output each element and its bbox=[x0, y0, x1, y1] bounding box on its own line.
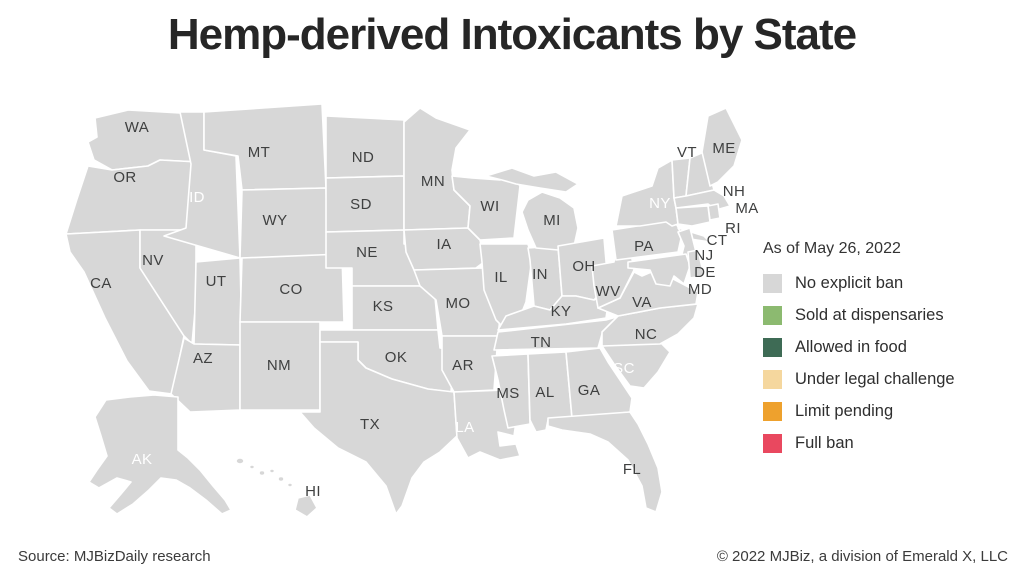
page-title: Hemp-derived Intoxicants by State bbox=[167, 10, 857, 59]
state-de bbox=[687, 249, 705, 279]
state-label-az: AZ bbox=[193, 350, 213, 367]
state-label-ut: UT bbox=[206, 273, 227, 290]
state-label-nv: NV bbox=[142, 252, 164, 269]
state-label-ok: OK bbox=[385, 349, 407, 366]
state-label-vt: VT bbox=[677, 144, 697, 161]
state-ct bbox=[675, 205, 711, 227]
state-hi bbox=[235, 457, 318, 518]
state-label-tx: TX bbox=[360, 416, 380, 433]
state-label-wv: WV bbox=[596, 283, 621, 300]
legend-swatch-full-ban bbox=[763, 433, 782, 453]
state-mi bbox=[485, 167, 579, 251]
state-label-in: IN bbox=[532, 266, 548, 283]
state-label-sc: SC bbox=[613, 360, 635, 377]
state-label-nj: NJ bbox=[694, 247, 713, 264]
map-states bbox=[65, 103, 743, 518]
state-label-ne: NE bbox=[356, 244, 378, 261]
state-label-ks: KS bbox=[373, 298, 394, 315]
state-nd bbox=[325, 115, 405, 179]
legend: As of May 26, 2022 No explicit ban Sold … bbox=[763, 240, 1019, 459]
state-label-nc: NC bbox=[635, 326, 657, 343]
state-label-sd: SD bbox=[350, 196, 372, 213]
state-label-nm: NM bbox=[267, 357, 291, 374]
state-me bbox=[701, 107, 743, 187]
state-label-de: DE bbox=[694, 264, 716, 281]
state-label-ny: NY bbox=[649, 195, 671, 212]
legend-item-no-explicit-ban: No explicit ban bbox=[763, 267, 1019, 299]
state-label-tn: TN bbox=[531, 334, 552, 351]
state-label-ak: AK bbox=[132, 451, 153, 468]
state-label-pa: PA bbox=[634, 238, 654, 255]
source-credit: Source: MJBizDaily research bbox=[18, 548, 211, 565]
state-label-md: MD bbox=[688, 281, 712, 298]
state-label-ia: IA bbox=[437, 236, 452, 253]
state-label-ct: CT bbox=[707, 232, 728, 249]
state-label-ca: CA bbox=[90, 275, 112, 292]
state-label-mo: MO bbox=[446, 295, 471, 312]
state-label-fl: FL bbox=[623, 461, 641, 478]
state-label-ga: GA bbox=[578, 382, 600, 399]
state-label-or: OR bbox=[113, 169, 136, 186]
state-label-oh: OH bbox=[572, 258, 595, 275]
state-label-ms: MS bbox=[496, 385, 519, 402]
state-ut bbox=[193, 257, 243, 346]
state-mn bbox=[403, 107, 471, 231]
state-label-al: AL bbox=[535, 384, 554, 401]
state-label-co: CO bbox=[279, 281, 302, 298]
state-label-mt: MT bbox=[248, 144, 270, 161]
legend-label: Allowed in food bbox=[795, 337, 907, 356]
legend-item-limit-pending: Limit pending bbox=[763, 395, 1019, 427]
state-label-mi: MI bbox=[543, 212, 560, 229]
state-ks bbox=[351, 285, 439, 331]
state-ak bbox=[88, 394, 232, 515]
state-label-me: ME bbox=[712, 140, 735, 157]
state-label-hi: HI bbox=[305, 483, 321, 500]
legend-label: Sold at dispensaries bbox=[795, 305, 944, 324]
legend-item-under-legal-challenge: Under legal challenge bbox=[763, 363, 1019, 395]
state-ky bbox=[497, 291, 611, 331]
state-co bbox=[239, 253, 345, 323]
state-tx bbox=[299, 341, 458, 515]
state-label-nh: NH bbox=[723, 183, 745, 200]
state-label-mn: MN bbox=[421, 173, 445, 190]
legend-label: Limit pending bbox=[795, 401, 894, 420]
state-label-ma: MA bbox=[735, 200, 758, 217]
legend-item-full-ban: Full ban bbox=[763, 427, 1019, 459]
legend-as-of: As of May 26, 2022 bbox=[763, 240, 901, 257]
legend-label: Under legal challenge bbox=[795, 369, 955, 388]
state-label-wa: WA bbox=[125, 119, 149, 136]
state-label-la: LA bbox=[455, 419, 474, 436]
state-label-ar: AR bbox=[452, 357, 474, 374]
legend-swatch-under-legal-challenge bbox=[763, 369, 782, 389]
state-label-ri: RI bbox=[725, 220, 741, 237]
state-label-va: VA bbox=[632, 294, 652, 311]
state-label-id: ID bbox=[189, 189, 205, 206]
legend-swatch-allowed-in-food bbox=[763, 337, 782, 357]
state-wv bbox=[591, 247, 635, 309]
state-label-wi: WI bbox=[480, 198, 499, 215]
legend-swatch-sold-at-dispensaries bbox=[763, 305, 782, 325]
state-label-nd: ND bbox=[352, 149, 374, 166]
legend-item-sold-at-dispensaries: Sold at dispensaries bbox=[763, 299, 1019, 331]
legend-item-allowed-in-food: Allowed in food bbox=[763, 331, 1019, 363]
state-fl bbox=[547, 411, 663, 513]
state-label-il: IL bbox=[494, 269, 507, 286]
legend-swatch-limit-pending bbox=[763, 401, 782, 421]
legend-label: Full ban bbox=[795, 433, 854, 452]
legend-swatch-no-explicit-ban bbox=[763, 273, 782, 293]
legend-label: No explicit ban bbox=[795, 273, 904, 292]
copyright: © 2022 MJBiz, a division of Emerald X, L… bbox=[716, 548, 1008, 565]
map-state-labels: WA OR CA NV ID MT WY UT CO AZ NM ND SD N… bbox=[90, 119, 758, 500]
state-wi bbox=[451, 173, 521, 241]
state-label-wy: WY bbox=[263, 212, 288, 229]
state-label-ky: KY bbox=[551, 303, 572, 320]
